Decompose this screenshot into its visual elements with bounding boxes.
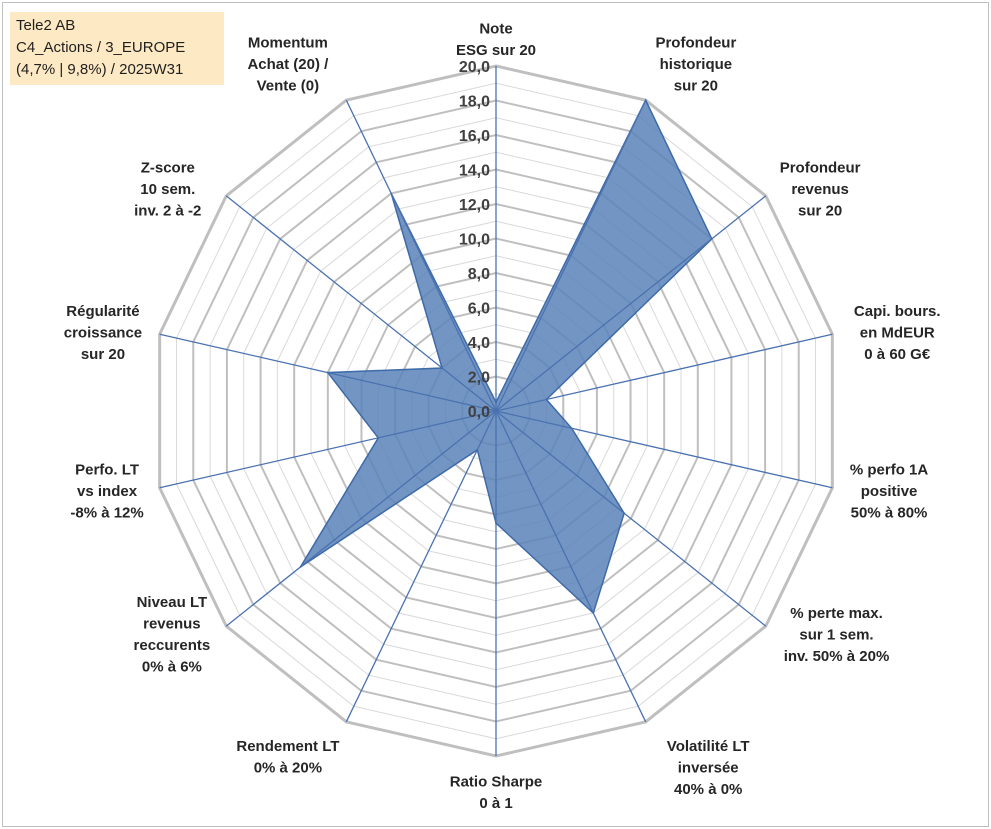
axis-label-line: ESG sur 20 [456, 42, 536, 59]
axis-label-line: Achat (20) / [247, 56, 329, 73]
data-point [495, 522, 497, 524]
axis-label-line: Perfo. LT [75, 462, 139, 479]
axis-spoke [495, 410, 767, 627]
axis-label-line: sur 20 [798, 203, 842, 220]
axis-label-line: Niveau LT [137, 594, 208, 611]
data-point [592, 612, 595, 614]
axis-label-line: inv. 50% à 20% [784, 648, 890, 665]
axis-label-line: 50% à 80% [851, 505, 928, 522]
info-box: Tele2 AB C4_Actions / 3_EUROPE (4,7% | 9… [10, 12, 224, 85]
axis-label: Profondeur historique sur 20 [655, 34, 736, 94]
axis-spoke [345, 410, 497, 723]
axis-label-line: Note [479, 21, 512, 38]
axis-label-line: inversée [678, 760, 739, 777]
axis-label-line: vs index [77, 483, 138, 500]
axis-label-line: Z-score [141, 160, 195, 177]
data-point [377, 437, 380, 439]
axis-label: Capi. bours. en MdEUR 0 à 60 G€ [854, 303, 941, 363]
axis-spoke [225, 195, 497, 412]
axis-spoke [495, 410, 647, 723]
axis-label: % perte max. sur 1 sem. inv. 50% à 20% [784, 605, 890, 665]
tick-label: 6,0 [468, 301, 490, 318]
axis-label-line: revenus [791, 181, 849, 198]
axis-label-line: sur 1 sem. [799, 626, 873, 643]
axis-label-line: Momentum [248, 34, 328, 51]
axis-spoke [495, 410, 833, 489]
axis-label-line: Rendement LT [236, 738, 339, 755]
axis-label-line: inv. 2 à -2 [134, 203, 201, 220]
axis-spoke [345, 99, 497, 412]
axis-label-line: Capi. bours. [854, 303, 941, 320]
axis-label-line: revenus [143, 616, 201, 633]
axis-label: Momentum Achat (20) / Vente (0) [247, 34, 329, 94]
axis-label-line: 10 sem. [140, 181, 195, 198]
axis-label: Régularité croissance sur 20 [64, 303, 142, 363]
axis-label: Niveau LT revenus reccurents 0% à 6% [134, 594, 211, 676]
info-line-stats: (4,7% | 9,8%) / 2025W31 [16, 61, 184, 78]
info-line-category: C4_Actions / 3_EUROPE [16, 39, 186, 56]
data-point [644, 99, 647, 101]
axis-label-line: Profondeur [655, 34, 736, 51]
axis-label-line: Ratio Sharpe [450, 774, 543, 791]
axis-label-line: historique [660, 56, 733, 73]
axis-spoke [225, 410, 497, 627]
axis-label-line: sur 20 [81, 346, 125, 363]
axis-label: Ratio Sharpe 0 à 1 [450, 774, 543, 813]
data-point [476, 449, 479, 451]
axis-label-line: 0 à 60 G€ [864, 346, 931, 363]
tick-label: 18,0 [459, 94, 490, 111]
tick-label: 20,0 [459, 59, 490, 76]
tick-label: 4,0 [468, 335, 490, 352]
axis-label-line: croissance [64, 324, 142, 341]
data-point [441, 367, 443, 369]
tick-label: 8,0 [468, 266, 490, 283]
info-line-title: Tele2 AB [16, 17, 76, 34]
data-point [570, 427, 573, 430]
tick-label: 14,0 [459, 163, 490, 180]
axis-label: % perfo 1A positive 50% à 80% [850, 462, 929, 522]
axis-label-line: 0 à 1 [479, 795, 512, 812]
axis-label: Note ESG sur 20 [456, 21, 536, 60]
tick-label: 0,0 [468, 404, 490, 421]
axis-label-line: 40% à 0% [674, 781, 742, 798]
tick-label: 2,0 [468, 370, 490, 387]
axis-label: Perfo. LT vs index -8% à 12% [70, 462, 143, 522]
axis-label: Volatilité LT inversée 40% à 0% [667, 738, 750, 798]
data-point [327, 371, 329, 374]
axis-label: Profondeur revenus sur 20 [780, 160, 861, 220]
axis-label-line: % perte max. [790, 605, 883, 622]
tick-label: 16,0 [459, 128, 490, 145]
axis-label-line: en MdEUR [860, 324, 935, 341]
data-series-area [299, 98, 713, 615]
axis-spoke [495, 195, 767, 412]
axis-label-line: Régularité [66, 303, 139, 320]
axis-spoke [159, 410, 497, 489]
data-point [623, 512, 625, 514]
axis-label-line: Profondeur [780, 160, 861, 177]
axis-label-line: positive [861, 483, 918, 500]
axis-label-line: 0% à 20% [254, 760, 322, 777]
axis-spoke [495, 99, 647, 412]
axis-label-line: Vente (0) [257, 77, 320, 94]
data-point [390, 192, 393, 195]
data-point [545, 398, 548, 401]
axis-spoke [495, 333, 833, 412]
data-point [710, 238, 713, 240]
axis-label-line: -8% à 12% [70, 505, 143, 522]
data-point [495, 401, 497, 404]
axis-label-line: reccurents [134, 637, 211, 654]
axis-label-line: 0% à 6% [142, 659, 202, 676]
axis-label-line: Volatilité LT [667, 738, 750, 755]
data-point [299, 566, 302, 568]
tick-label: 12,0 [459, 197, 490, 214]
axis-label: Rendement LT 0% à 20% [236, 738, 339, 777]
axis-label-line: sur 20 [674, 77, 718, 94]
axis-label: Z-score 10 sem. inv. 2 à -2 [134, 160, 201, 220]
axis-label-line: % perfo 1A [850, 462, 929, 479]
tick-label: 10,0 [459, 232, 490, 249]
